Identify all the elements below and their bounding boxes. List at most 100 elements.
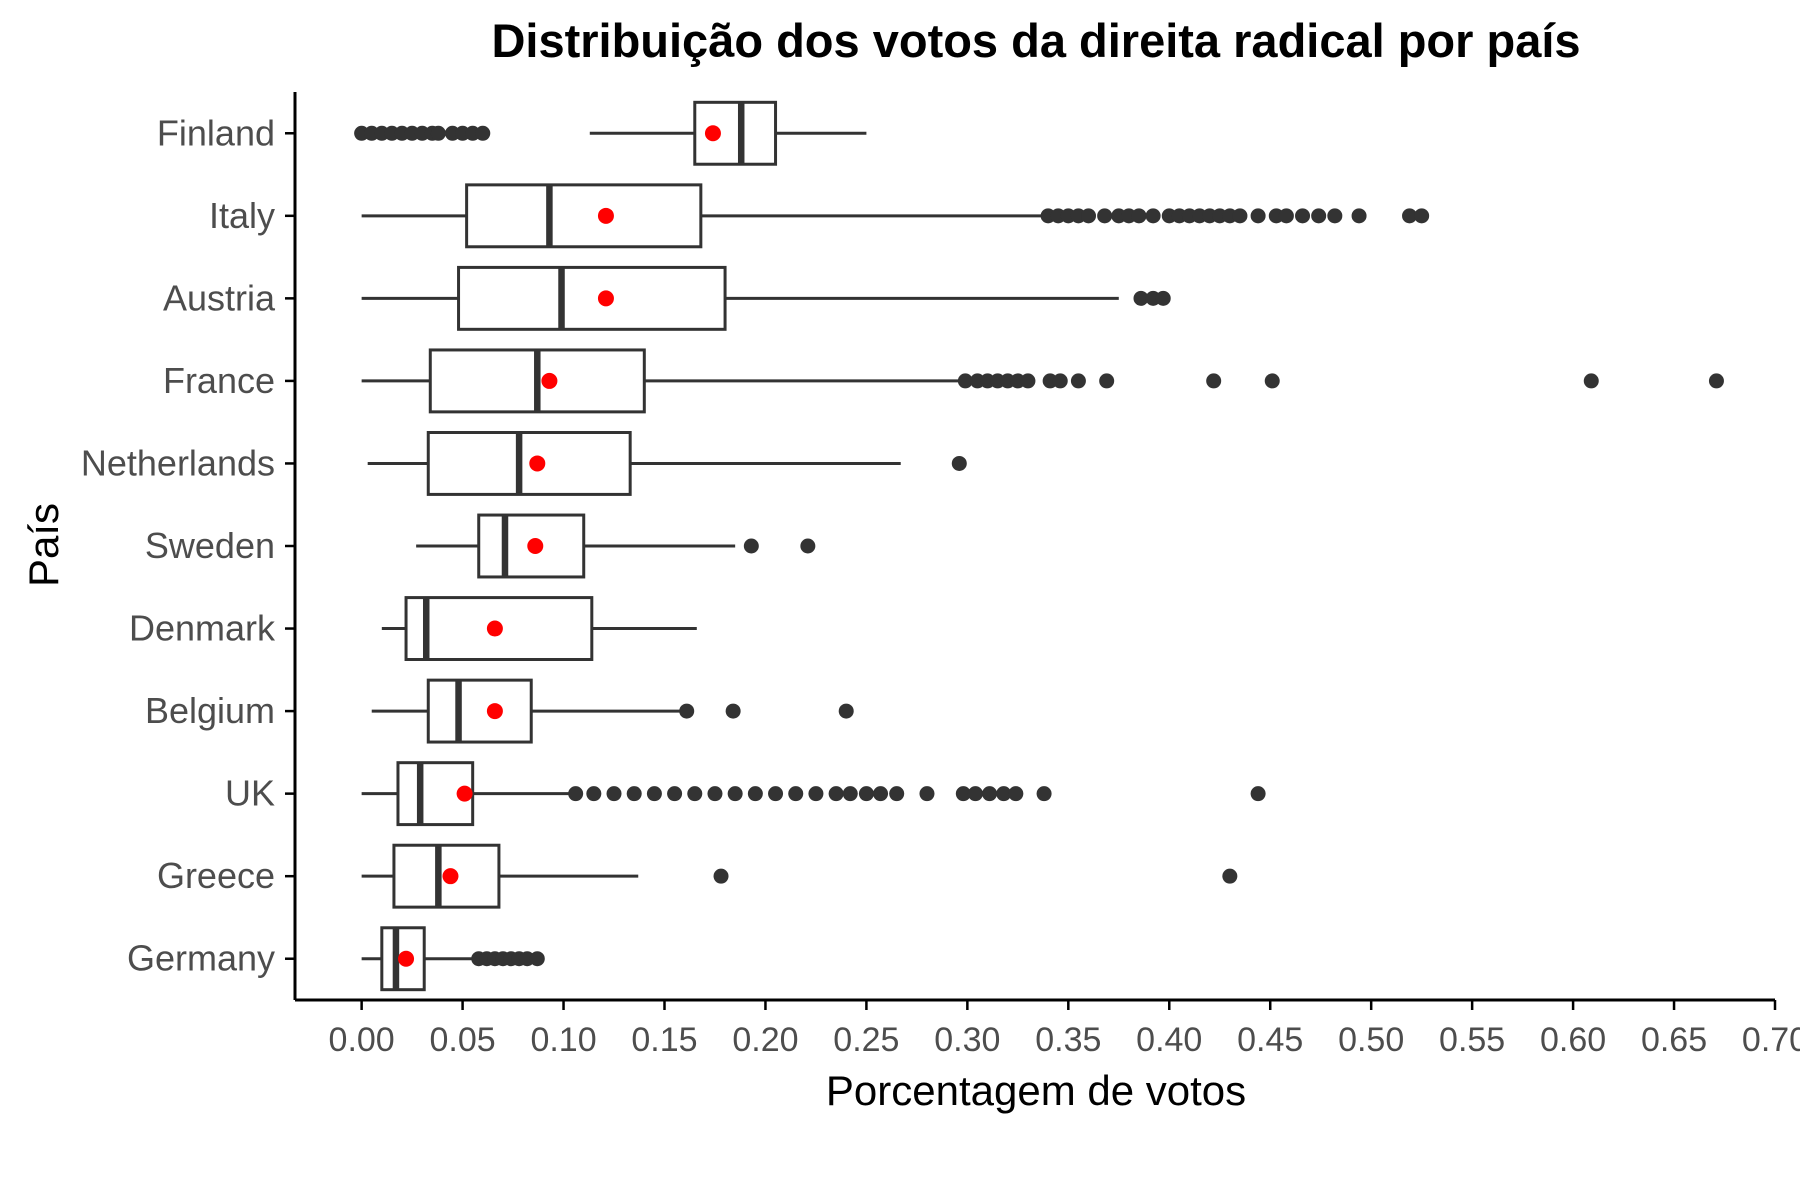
outlier-point-sweden <box>743 538 759 554</box>
outlier-point-france <box>1099 373 1115 389</box>
y-tick-label-belgium: Belgium <box>145 690 275 731</box>
outlier-point-greece <box>713 868 729 884</box>
x-tick-label: 0.35 <box>1035 1021 1101 1059</box>
outlier-point-uk <box>727 786 743 802</box>
mean-point-italy <box>597 207 614 224</box>
outlier-point-uk <box>967 786 983 802</box>
outlier-point-italy <box>1402 208 1418 224</box>
x-tick-label: 0.50 <box>1338 1021 1404 1059</box>
mean-point-france <box>541 372 558 389</box>
x-tick-label: 0.70 <box>1742 1021 1800 1059</box>
outlier-point-uk <box>873 786 889 802</box>
outlier-point-france <box>1264 373 1280 389</box>
mean-point-greece <box>442 868 459 885</box>
outlier-point-uk <box>568 786 584 802</box>
outlier-point-uk <box>808 786 824 802</box>
x-tick-label: 0.40 <box>1136 1021 1202 1059</box>
outlier-point-uk <box>667 786 683 802</box>
outlier-point-uk <box>747 786 763 802</box>
y-tick-label-greece: Greece <box>157 855 275 896</box>
x-tick-label: 0.65 <box>1641 1021 1707 1059</box>
mean-point-denmark <box>486 620 503 637</box>
x-tick-label: 0.00 <box>329 1021 395 1059</box>
plot-area: 0.00 0.05 0.10 0.15 0.20 0.25 0.30 0.35 0.40 0.45… <box>81 92 1800 1059</box>
outlier-point-uk <box>919 786 935 802</box>
box-belgium <box>426 678 533 744</box>
x-tick-label: 0.60 <box>1540 1021 1606 1059</box>
mean-point-finland <box>704 125 721 142</box>
y-tick-label-denmark: Denmark <box>129 608 276 649</box>
outlier-point-france <box>1020 373 1036 389</box>
outlier-point-uk <box>586 786 602 802</box>
mean-point-belgium <box>486 703 503 720</box>
x-axis-title: Porcentagem de votos <box>826 1067 1246 1114</box>
outlier-point-uk <box>1250 786 1266 802</box>
y-tick-label-italy: Italy <box>209 195 275 236</box>
mean-point-sweden <box>527 538 544 554</box>
y-tick-label-uk: UK <box>225 773 275 814</box>
x-tick-label: 0.15 <box>631 1021 697 1059</box>
outlier-point-finland <box>430 125 446 141</box>
y-tick-label-netherlands: Netherlands <box>81 442 275 483</box>
mean-point-austria <box>597 290 614 307</box>
outlier-point-uk <box>889 786 905 802</box>
outlier-point-uk <box>646 786 662 802</box>
outlier-point-france <box>1206 373 1222 389</box>
outlier-point-italy <box>1327 208 1343 224</box>
outlier-point-uk <box>1036 786 1052 802</box>
outlier-point-italy <box>1131 208 1147 224</box>
x-tick-label: 0.55 <box>1439 1021 1505 1059</box>
outlier-point-italy <box>1097 208 1113 224</box>
outlier-point-sweden <box>800 538 816 554</box>
outlier-point-uk <box>1008 786 1024 802</box>
outlier-point-france <box>957 373 973 389</box>
outlier-point-uk <box>842 786 858 802</box>
y-tick-label-sweden: Sweden <box>145 525 275 566</box>
outlier-point-belgium <box>838 703 854 719</box>
outlier-point-finland <box>475 125 491 141</box>
outlier-point-belgium <box>725 703 741 719</box>
x-tick-label: 0.20 <box>732 1021 798 1059</box>
outlier-point-france <box>1583 373 1599 389</box>
outlier-point-italy <box>1278 208 1294 224</box>
x-tick-label: 0.45 <box>1237 1021 1303 1059</box>
outlier-point-italy <box>1232 208 1248 224</box>
mean-point-uk <box>456 785 473 802</box>
outlier-point-greece <box>1222 868 1238 884</box>
outlier-point-uk <box>955 786 971 802</box>
outlier-point-uk <box>788 786 804 802</box>
outlier-point-uk <box>828 786 844 802</box>
mean-point-netherlands <box>529 455 546 472</box>
outlier-point-italy <box>1250 208 1266 224</box>
outlier-point-france <box>1708 373 1724 389</box>
box-austria <box>457 265 727 331</box>
outlier-point-italy <box>1414 208 1430 224</box>
x-tick-label: 0.10 <box>530 1021 596 1059</box>
outlier-point-uk <box>858 786 874 802</box>
outlier-point-italy <box>1351 208 1367 224</box>
y-tick-label-finland: Finland <box>157 112 275 153</box>
outlier-point-uk <box>707 786 723 802</box>
outlier-point-italy <box>1295 208 1311 224</box>
outlier-point-france <box>1052 373 1068 389</box>
outlier-point-uk <box>687 786 703 802</box>
x-tick-label: 0.30 <box>934 1021 1000 1059</box>
y-tick-label-austria: Austria <box>163 277 276 318</box>
outlier-point-italy <box>1311 208 1327 224</box>
outlier-point-france <box>1070 373 1086 389</box>
outlier-point-uk <box>606 786 622 802</box>
box-netherlands <box>426 431 632 496</box>
mean-point-germany <box>398 950 415 967</box>
outlier-point-netherlands <box>951 455 967 471</box>
outlier-point-uk <box>626 786 642 802</box>
outlier-point-austria <box>1155 290 1171 306</box>
y-axis-title: País <box>20 503 67 587</box>
x-tick-label: 0.05 <box>429 1021 495 1059</box>
y-tick-label-germany: Germany <box>127 938 275 979</box>
outlier-point-uk <box>768 786 784 802</box>
outlier-point-italy <box>1145 208 1161 224</box>
chart-title: Distribuição dos votos da direita radica… <box>491 14 1580 67</box>
outlier-point-italy <box>1081 208 1097 224</box>
